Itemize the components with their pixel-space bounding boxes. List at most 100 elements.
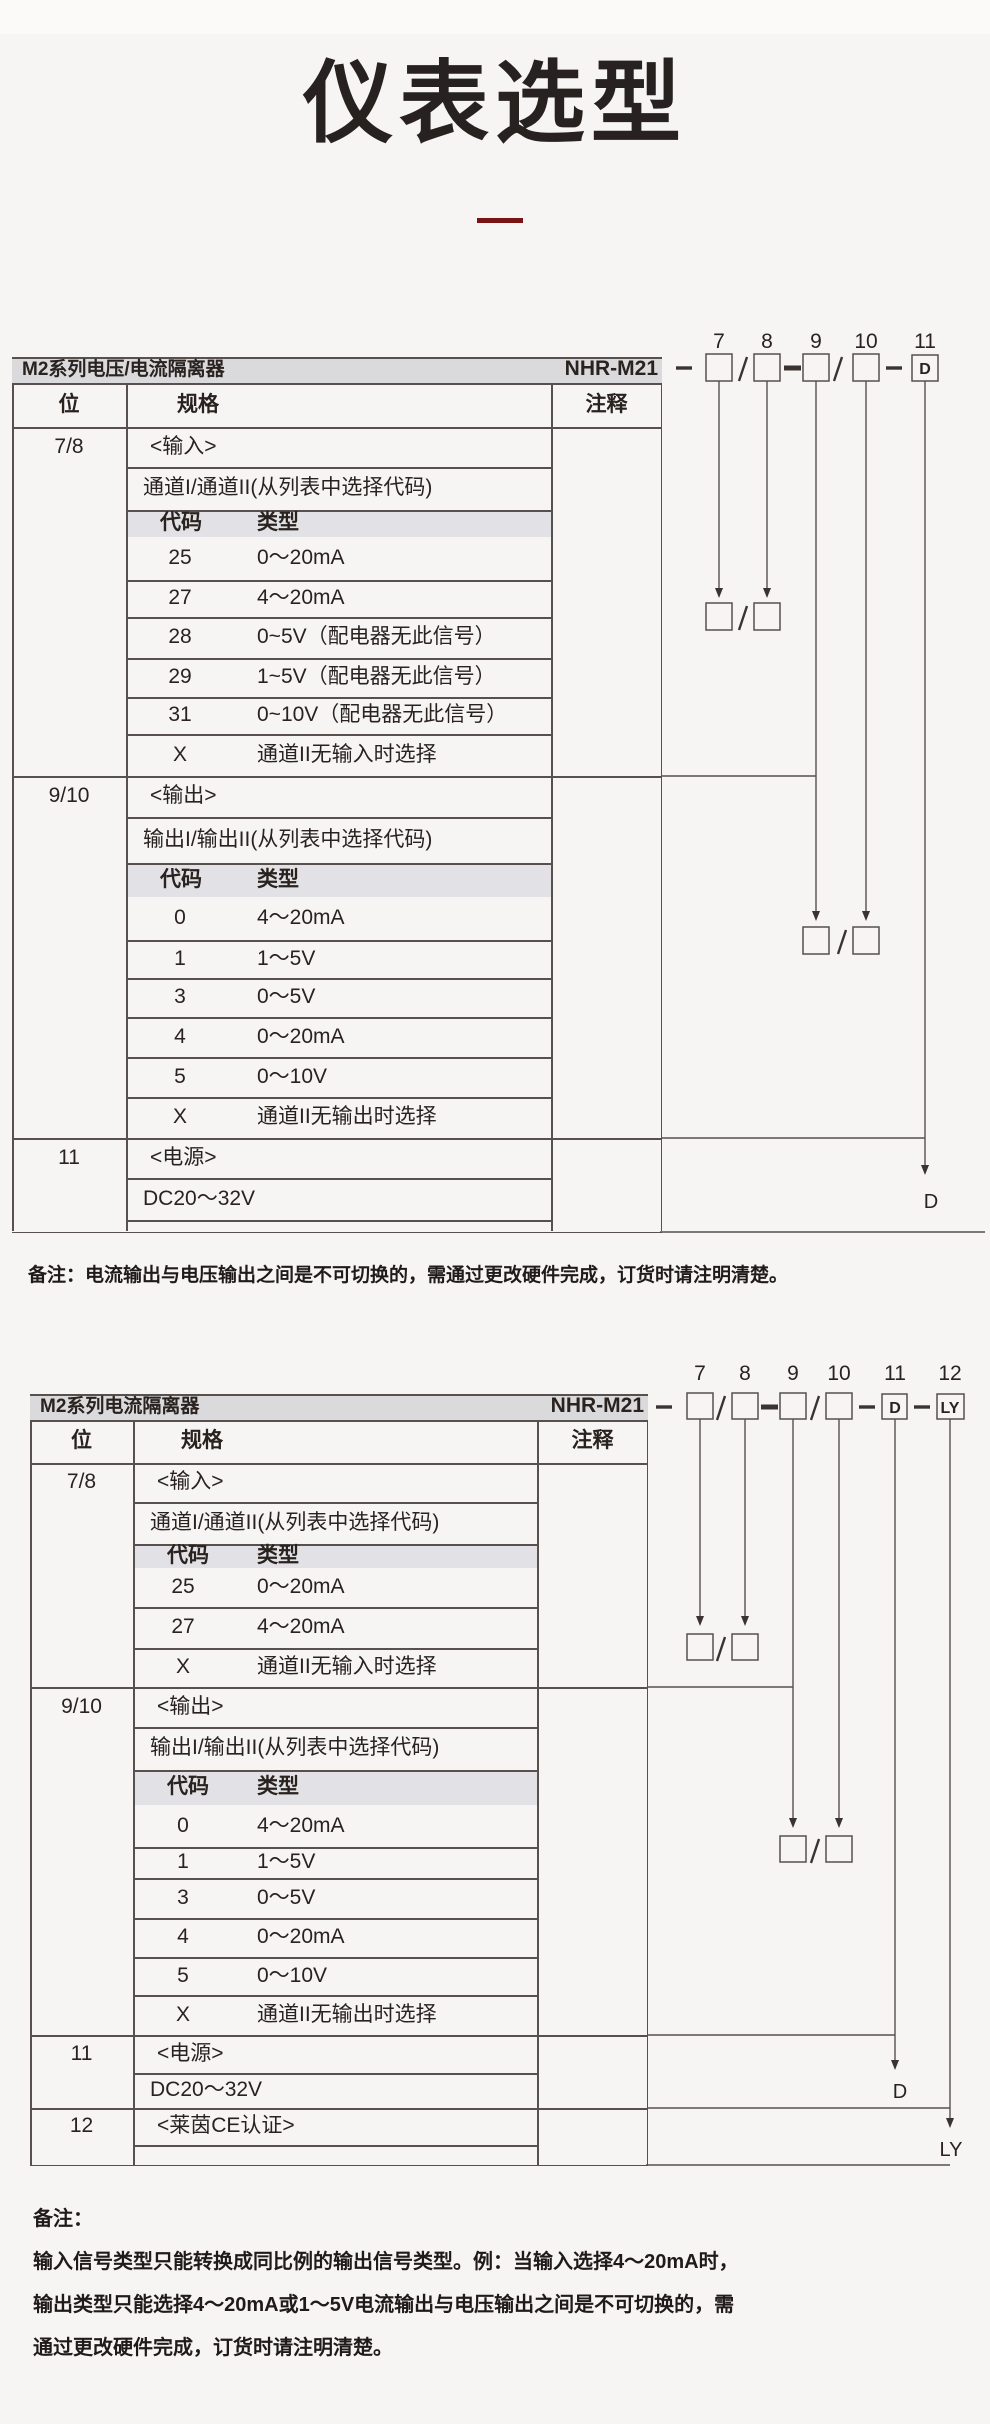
- slash-separator: [832, 356, 844, 382]
- table-row: 通道II无输入时选择: [257, 1655, 437, 1678]
- diagram2-input-pair-box: [686, 1633, 714, 1661]
- diagram2-code-box-8: [731, 1392, 759, 1420]
- diagram2: 7 8 9 10 11 12 D LY: [646, 1362, 965, 2166]
- table-row: 4～20mA: [257, 586, 345, 609]
- table1-output-type-col: 类型: [257, 868, 299, 891]
- table1-output-heading: <输出>: [150, 784, 217, 807]
- table1-col-pos: 位: [58, 393, 80, 416]
- diagram2-code-box-7: [686, 1392, 714, 1420]
- diagram1-pos-label-10: 10: [854, 330, 877, 353]
- slash-separator: [737, 356, 749, 382]
- table2-note-title: 备注：: [33, 2208, 93, 2230]
- table-row: 1～5V: [257, 1850, 316, 1873]
- diagram1-output-pair-box: [802, 926, 830, 955]
- table2-note-line: 输入信号类型只能转换成同比例的输出信号类型。例：当输入选择4～20mA时，: [33, 2251, 739, 2273]
- table-row: 27: [168, 586, 192, 609]
- table-row: 28: [168, 625, 192, 648]
- table2-model: NHR-M21: [550, 1394, 644, 1417]
- diagram1-input-pair-box: [705, 602, 733, 631]
- table-row: 1~5V（配电器无此信号）: [257, 665, 496, 688]
- arrow-down-icon: [921, 1165, 929, 1175]
- table-row: 通道II无输出时选择: [257, 2003, 437, 2026]
- table-row: 0～20mA: [257, 546, 345, 569]
- diagram1-pos-label-7: 7: [713, 330, 725, 353]
- table2-input-subheading: 通道I/通道II(从列表中选择代码): [150, 1511, 440, 1534]
- diagram1-pos-label-9: 9: [810, 330, 822, 353]
- table2-power-value: DC20～32V: [150, 2078, 263, 2101]
- table2-input-pos: 7/8: [66, 1470, 97, 1493]
- table2-note-line: 输出类型只能选择4～20mA或1～5V电流输出与电压输出之间是不可切换的，需: [33, 2294, 735, 2316]
- table2-input-type-col: 类型: [257, 1544, 299, 1567]
- table2-header-band: [30, 1394, 648, 1420]
- table-row: 4～20mA: [257, 906, 345, 929]
- diagram2-pos-label-9: 9: [787, 1362, 799, 1385]
- table1-power-heading: <电源>: [150, 1146, 217, 1169]
- diagram2-output-pair-box: [825, 1835, 853, 1863]
- slash-separator: [737, 605, 749, 631]
- diagram2-suffix-ly-box: [936, 1393, 965, 1420]
- table2-cert-heading: <莱茵CE认证>: [157, 2114, 295, 2137]
- arrow-down-icon: [696, 1616, 704, 1626]
- table1-output-code-col: 代码: [160, 868, 202, 891]
- table-row: 0～5V: [257, 985, 316, 1008]
- table1-output-pos: 9/10: [48, 784, 90, 807]
- arrow-down-icon: [891, 2060, 899, 2070]
- top-strip: [0, 0, 990, 34]
- arrow-down-icon: [741, 1616, 749, 1626]
- table2-title: M2系列电流隔离器: [40, 1396, 200, 1417]
- table-row: 4: [177, 1925, 189, 1948]
- page-title: 仪表选型: [303, 54, 687, 154]
- diagram1-code-box-10: [852, 353, 880, 382]
- table2-output-code-band: [133, 1770, 537, 1805]
- diagram1-suffix-box-text: D: [919, 361, 931, 378]
- table1-input-pos: 7/8: [54, 435, 84, 458]
- diagram1-pos-label-8: 8: [761, 330, 773, 353]
- table1-input-subheading: 通道I/通道II(从列表中选择代码): [143, 476, 433, 499]
- table-row: 25: [168, 546, 192, 569]
- table-row: 0~5V（配电器无此信号）: [257, 625, 496, 648]
- table-row: X: [175, 2003, 190, 2026]
- table-row: 0～10V: [257, 1065, 328, 1088]
- table-row: 通道II无输出时选择: [257, 1105, 437, 1128]
- table1-output-subheading: 输出I/输出II(从列表中选择代码): [143, 828, 433, 851]
- table-row: 3: [177, 1886, 189, 1909]
- table1-power-pos: 11: [58, 1146, 80, 1169]
- table-row: X: [172, 743, 187, 766]
- table-row: 29: [168, 665, 192, 688]
- diagram2-pos-label-12: 12: [938, 1362, 961, 1385]
- diagram2-input-pair-box: [731, 1633, 759, 1661]
- table1-input-type-col: 类型: [257, 511, 299, 534]
- slash-separator: [809, 1838, 821, 1864]
- table2-cert-pos: 12: [69, 2114, 94, 2137]
- diagram1-code-box-9: [802, 353, 830, 382]
- arrow-down-icon: [835, 1818, 843, 1828]
- table2-power-pos: 11: [70, 2042, 93, 2065]
- diagram1-code-box-8: [753, 353, 781, 382]
- table2-col-pos: 位: [71, 1429, 92, 1452]
- table-row: 27: [171, 1615, 195, 1638]
- table2-output-heading: <输出>: [157, 1695, 224, 1718]
- diagram1-pos-label-11: 11: [914, 330, 936, 353]
- table-row: 0～20mA: [257, 1925, 345, 1948]
- table-row: 0~10V（配电器无此信号）: [257, 703, 508, 726]
- table2: M2系列电流隔离器 NHR-M21 位 规格 注释 7/8 <输入> 通道I/通…: [30, 1394, 648, 2166]
- table2-input-code-col: 代码: [167, 1544, 209, 1567]
- table-row: 0: [174, 906, 186, 929]
- table-row: 4: [174, 1025, 186, 1048]
- table-row: 4～20mA: [257, 1814, 345, 1837]
- table1-input-code-band: [126, 510, 551, 537]
- table1-note: 备注：电流输出与电压输出之间是不可切换的，需通过更改硬件完成，订货时请注明清楚。: [28, 1265, 789, 1286]
- table2-note-line: 通过更改硬件完成，订货时请注明清楚。: [33, 2337, 393, 2359]
- slash-separator: [836, 929, 848, 955]
- table1: M2系列电压/电流隔离器 NHR-M21 位 规格 注释 7/8 <输入> 通道…: [12, 357, 662, 1233]
- diagram2-pos-label-11: 11: [884, 1362, 906, 1385]
- diagram2-pos-label-8: 8: [739, 1362, 751, 1385]
- table2-output-code-col: 代码: [167, 1775, 209, 1798]
- table-row: X: [172, 1105, 187, 1128]
- diagram2-suffix-ly-label: LY: [940, 2139, 963, 2161]
- table1-input-code-col: 代码: [160, 511, 202, 534]
- diagram1-input-pair-box: [753, 602, 781, 631]
- diagram1-suffix-label: D: [924, 1191, 938, 1213]
- diagram1-output-pair-box: [852, 926, 880, 955]
